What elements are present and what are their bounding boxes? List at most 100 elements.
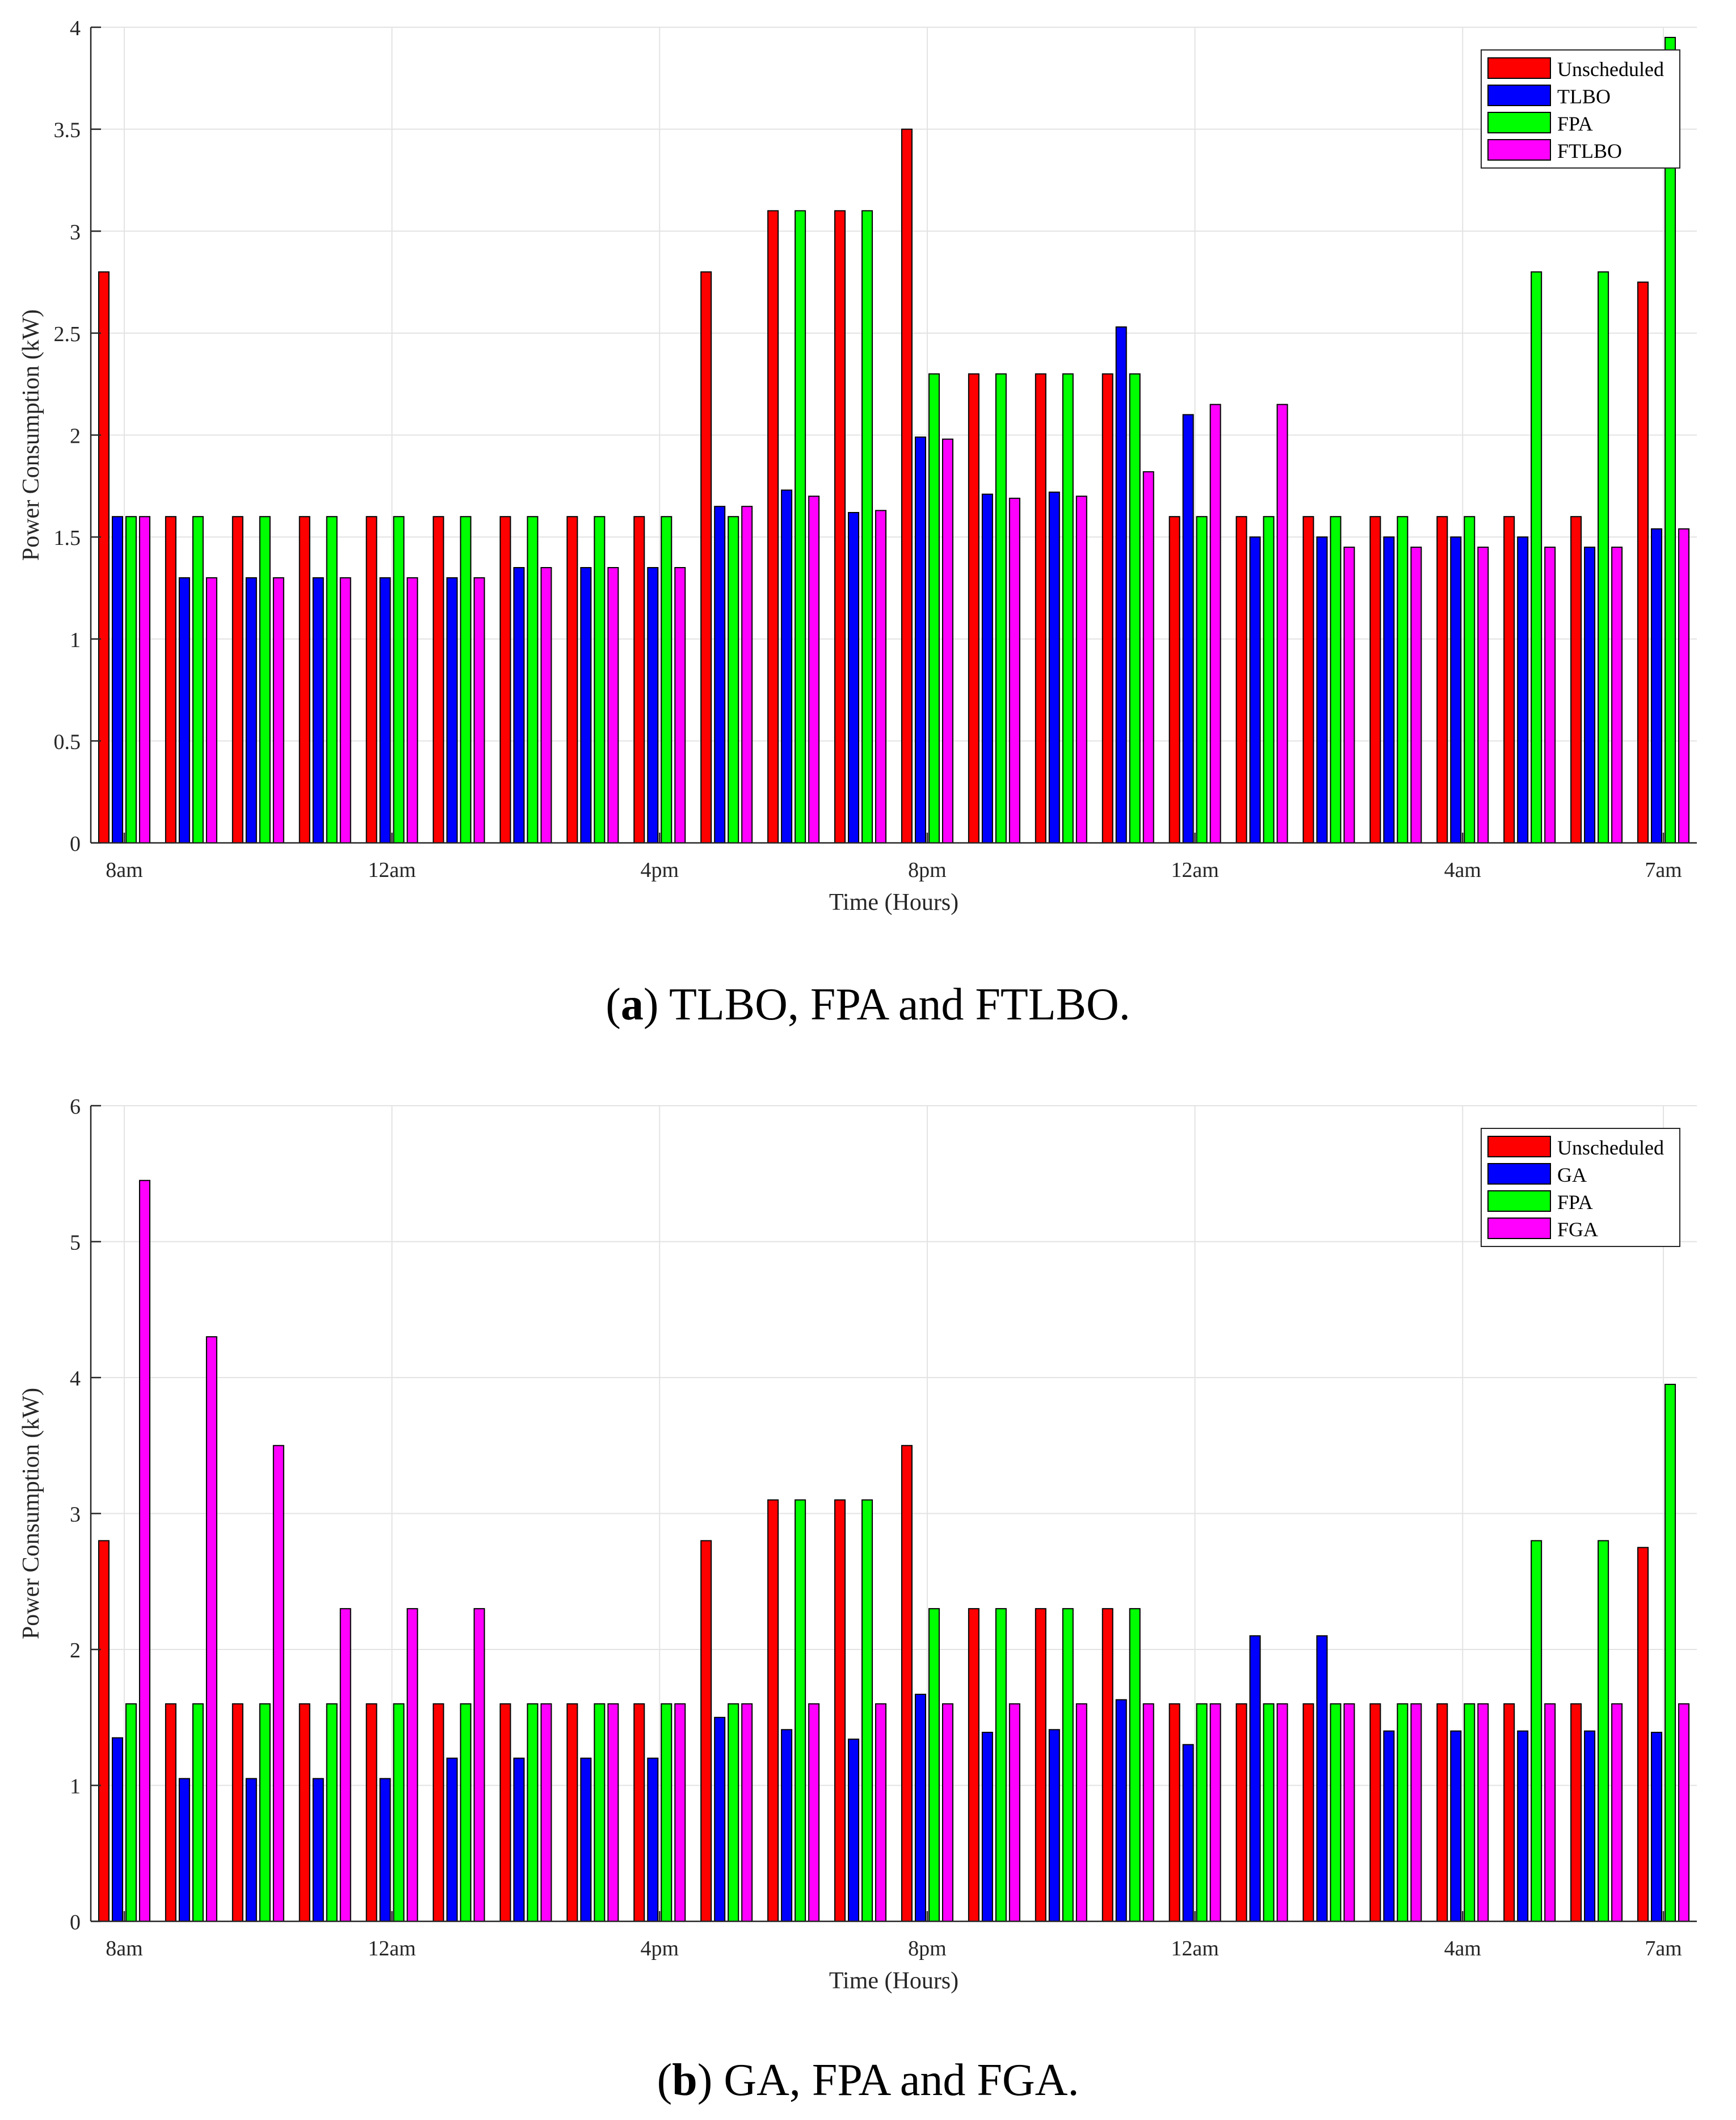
bar-unscheduled-7 (499, 1703, 511, 1922)
bar-ftlbo-24 (1678, 528, 1690, 843)
bar-ftlbo-2 (205, 577, 217, 843)
bar-ga-7 (513, 1757, 525, 1922)
bar-fga-11 (808, 1703, 820, 1922)
bar-fpa-18 (1263, 516, 1275, 843)
bar-ftlbo-14 (1008, 497, 1020, 843)
y-tick-label: 3 (70, 220, 81, 244)
y-tick-label: 1.5 (54, 526, 81, 550)
bar-tlbo-11 (781, 489, 793, 843)
bar-unscheduled-11 (767, 210, 779, 844)
bar-ga-12 (848, 1739, 860, 1922)
legend-swatch-ga (1487, 1163, 1551, 1185)
bar-unscheduled-22 (1503, 516, 1515, 843)
y-tick-label: 3.5 (54, 119, 81, 142)
y-tick-label: 2 (70, 1639, 81, 1663)
bar-fpa-15 (1062, 373, 1074, 843)
bar-fpa-16 (1129, 1608, 1141, 1922)
bar-fpa-21 (1464, 1703, 1476, 1922)
bar-tlbo-9 (647, 567, 659, 843)
x-tick-label: 7am (1645, 1937, 1682, 1961)
bar-unscheduled-15 (1035, 373, 1046, 843)
bar-fpa-11 (795, 1499, 806, 1922)
bar-fga-17 (1209, 1703, 1221, 1922)
bar-ftlbo-13 (941, 438, 953, 843)
bar-tlbo-20 (1383, 536, 1395, 843)
x-tick-label: 8pm (908, 858, 947, 882)
bar-unscheduled-2 (165, 516, 176, 843)
bar-unscheduled-22 (1503, 1703, 1515, 1922)
bar-fga-2 (205, 1336, 217, 1922)
bar-fga-9 (674, 1703, 686, 1922)
bar-fga-13 (941, 1703, 953, 1922)
bar-fpa-8 (594, 516, 606, 843)
x-tick-label: 4am (1444, 858, 1481, 882)
bar-fpa-2 (192, 1703, 204, 1922)
bar-ftlbo-21 (1477, 547, 1489, 843)
bar-ftlbo-5 (406, 577, 418, 843)
bar-tlbo-19 (1316, 536, 1328, 843)
bar-ga-5 (379, 1778, 391, 1922)
bar-fpa-15 (1062, 1608, 1074, 1922)
y-tick-label: 0 (70, 1911, 81, 1934)
y-tick-label: 0.5 (54, 730, 81, 754)
bar-tlbo-8 (580, 567, 592, 843)
bar-ga-6 (446, 1757, 458, 1922)
bar-tlbo-2 (178, 577, 190, 843)
bar-fga-23 (1611, 1703, 1623, 1922)
bar-fga-21 (1477, 1703, 1489, 1922)
bar-fga-16 (1142, 1703, 1154, 1922)
bar-unscheduled-9 (633, 1703, 645, 1922)
bar-ftlbo-4 (339, 577, 351, 843)
y-tick-label: 0 (70, 832, 81, 856)
bar-fpa-19 (1330, 1703, 1342, 1922)
caption-b-text: GA, FPA and FGA. (724, 2055, 1079, 2105)
y-tick-label: 5 (70, 1231, 81, 1255)
bar-unscheduled-10 (700, 271, 712, 844)
bar-fga-12 (875, 1703, 887, 1922)
bar-fga-18 (1276, 1703, 1288, 1922)
bar-fpa-24 (1664, 1383, 1676, 1922)
bar-fpa-17 (1196, 1703, 1208, 1922)
x-tick-label: 4am (1444, 1937, 1481, 1961)
bar-ftlbo-16 (1142, 471, 1154, 843)
bar-fpa-4 (326, 516, 338, 843)
bar-ga-23 (1584, 1730, 1596, 1922)
bar-ga-22 (1517, 1730, 1529, 1922)
bar-ftlbo-18 (1276, 404, 1288, 843)
bar-unscheduled-24 (1637, 282, 1649, 843)
bar-unscheduled-4 (299, 516, 310, 843)
bar-unscheduled-13 (901, 1445, 913, 1922)
bar-fpa-8 (594, 1703, 606, 1922)
bar-fpa-14 (995, 373, 1007, 843)
bar-unscheduled-16 (1102, 1608, 1113, 1922)
bar-unscheduled-17 (1168, 1703, 1180, 1922)
bar-fpa-14 (995, 1608, 1007, 1922)
x-tick-label: 8pm (908, 1937, 947, 1961)
bar-ga-21 (1450, 1730, 1462, 1922)
y-tick-label: 3 (70, 1503, 81, 1527)
bar-fpa-12 (861, 1499, 873, 1922)
bar-unscheduled-3 (232, 516, 243, 843)
bar-fpa-17 (1196, 516, 1208, 843)
bar-ga-15 (1048, 1729, 1060, 1922)
bar-tlbo-6 (446, 577, 458, 843)
bar-ga-10 (714, 1716, 726, 1922)
bar-ga-13 (914, 1694, 926, 1922)
legend-label-fpa: FPA (1557, 1191, 1593, 1214)
bar-fpa-7 (527, 1703, 539, 1922)
bar-tlbo-12 (848, 512, 860, 843)
bar-fpa-18 (1263, 1703, 1275, 1922)
bar-fpa-19 (1330, 516, 1342, 843)
legend-label-ftlbo: FTLBO (1557, 140, 1622, 162)
bar-fga-6 (473, 1608, 485, 1922)
legend-swatch-tlbo (1487, 85, 1551, 106)
bar-fga-7 (540, 1703, 552, 1922)
bar-ga-18 (1249, 1635, 1261, 1922)
bar-unscheduled-16 (1102, 373, 1113, 843)
bar-fpa-5 (393, 516, 405, 843)
y-tick-label: 1 (70, 1775, 81, 1799)
bar-unscheduled-21 (1436, 516, 1448, 843)
bar-tlbo-24 (1651, 528, 1663, 843)
bar-fpa-10 (728, 1703, 739, 1922)
y-tick-label: 4 (70, 16, 81, 40)
